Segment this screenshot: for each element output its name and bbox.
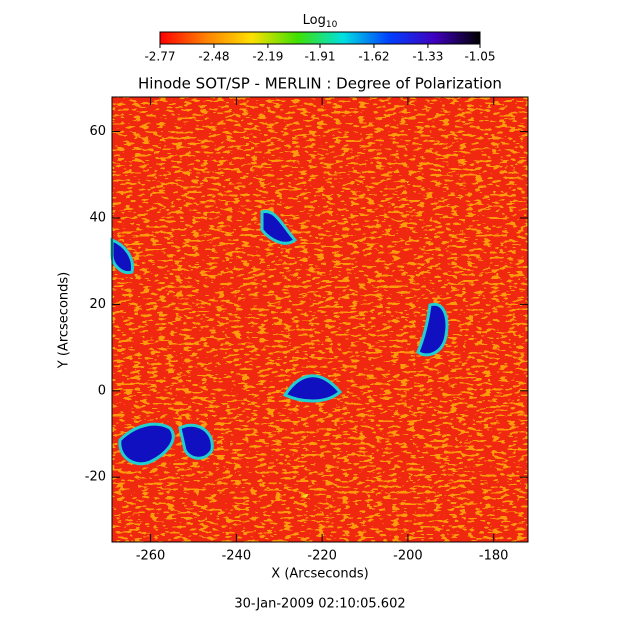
colorbar-tick-label: -1.33 [412,50,443,64]
x-tick-label: -220 [307,549,337,564]
x-tick-label: -200 [393,549,423,564]
chart-title: Hinode SOT/SP - MERLIN : Degree of Polar… [138,75,502,93]
colorbar-tick-label: -2.48 [198,50,229,64]
colorbar-tick-label: -1.05 [464,50,495,64]
plot-frame [111,96,529,543]
x-tick-label: -180 [479,549,509,564]
colorbar-tick-label: -1.62 [358,50,389,64]
y-tick-label: -20 [85,470,106,485]
heatmap [110,97,528,542]
colorbar-tick-label: -1.91 [304,50,335,64]
y-axis-label: Y (Arcseconds) [57,272,72,369]
colorbar-tick-label: -2.19 [252,50,283,64]
footer-date: 30-Jan-2009 02:10:05.602 [234,597,405,612]
x-axis-label: X (Arcseconds) [271,567,368,582]
y-tick-label: 60 [89,124,106,139]
y-tick-label: 20 [89,297,106,312]
y-tick-label: 0 [98,383,106,398]
heatmap-blobs [110,209,449,466]
colorbar-label-base: Log [303,13,326,28]
x-tick-label: -260 [136,549,166,564]
heatmap-texture [112,97,528,542]
colorbar [159,31,481,45]
colorbar-label-subscript: 10 [326,20,338,30]
y-tick-label: 40 [89,210,106,225]
colorbar-tick-label: -2.77 [144,50,175,64]
colorbar-label: Log10 [303,13,338,30]
x-tick-label: -240 [222,549,252,564]
